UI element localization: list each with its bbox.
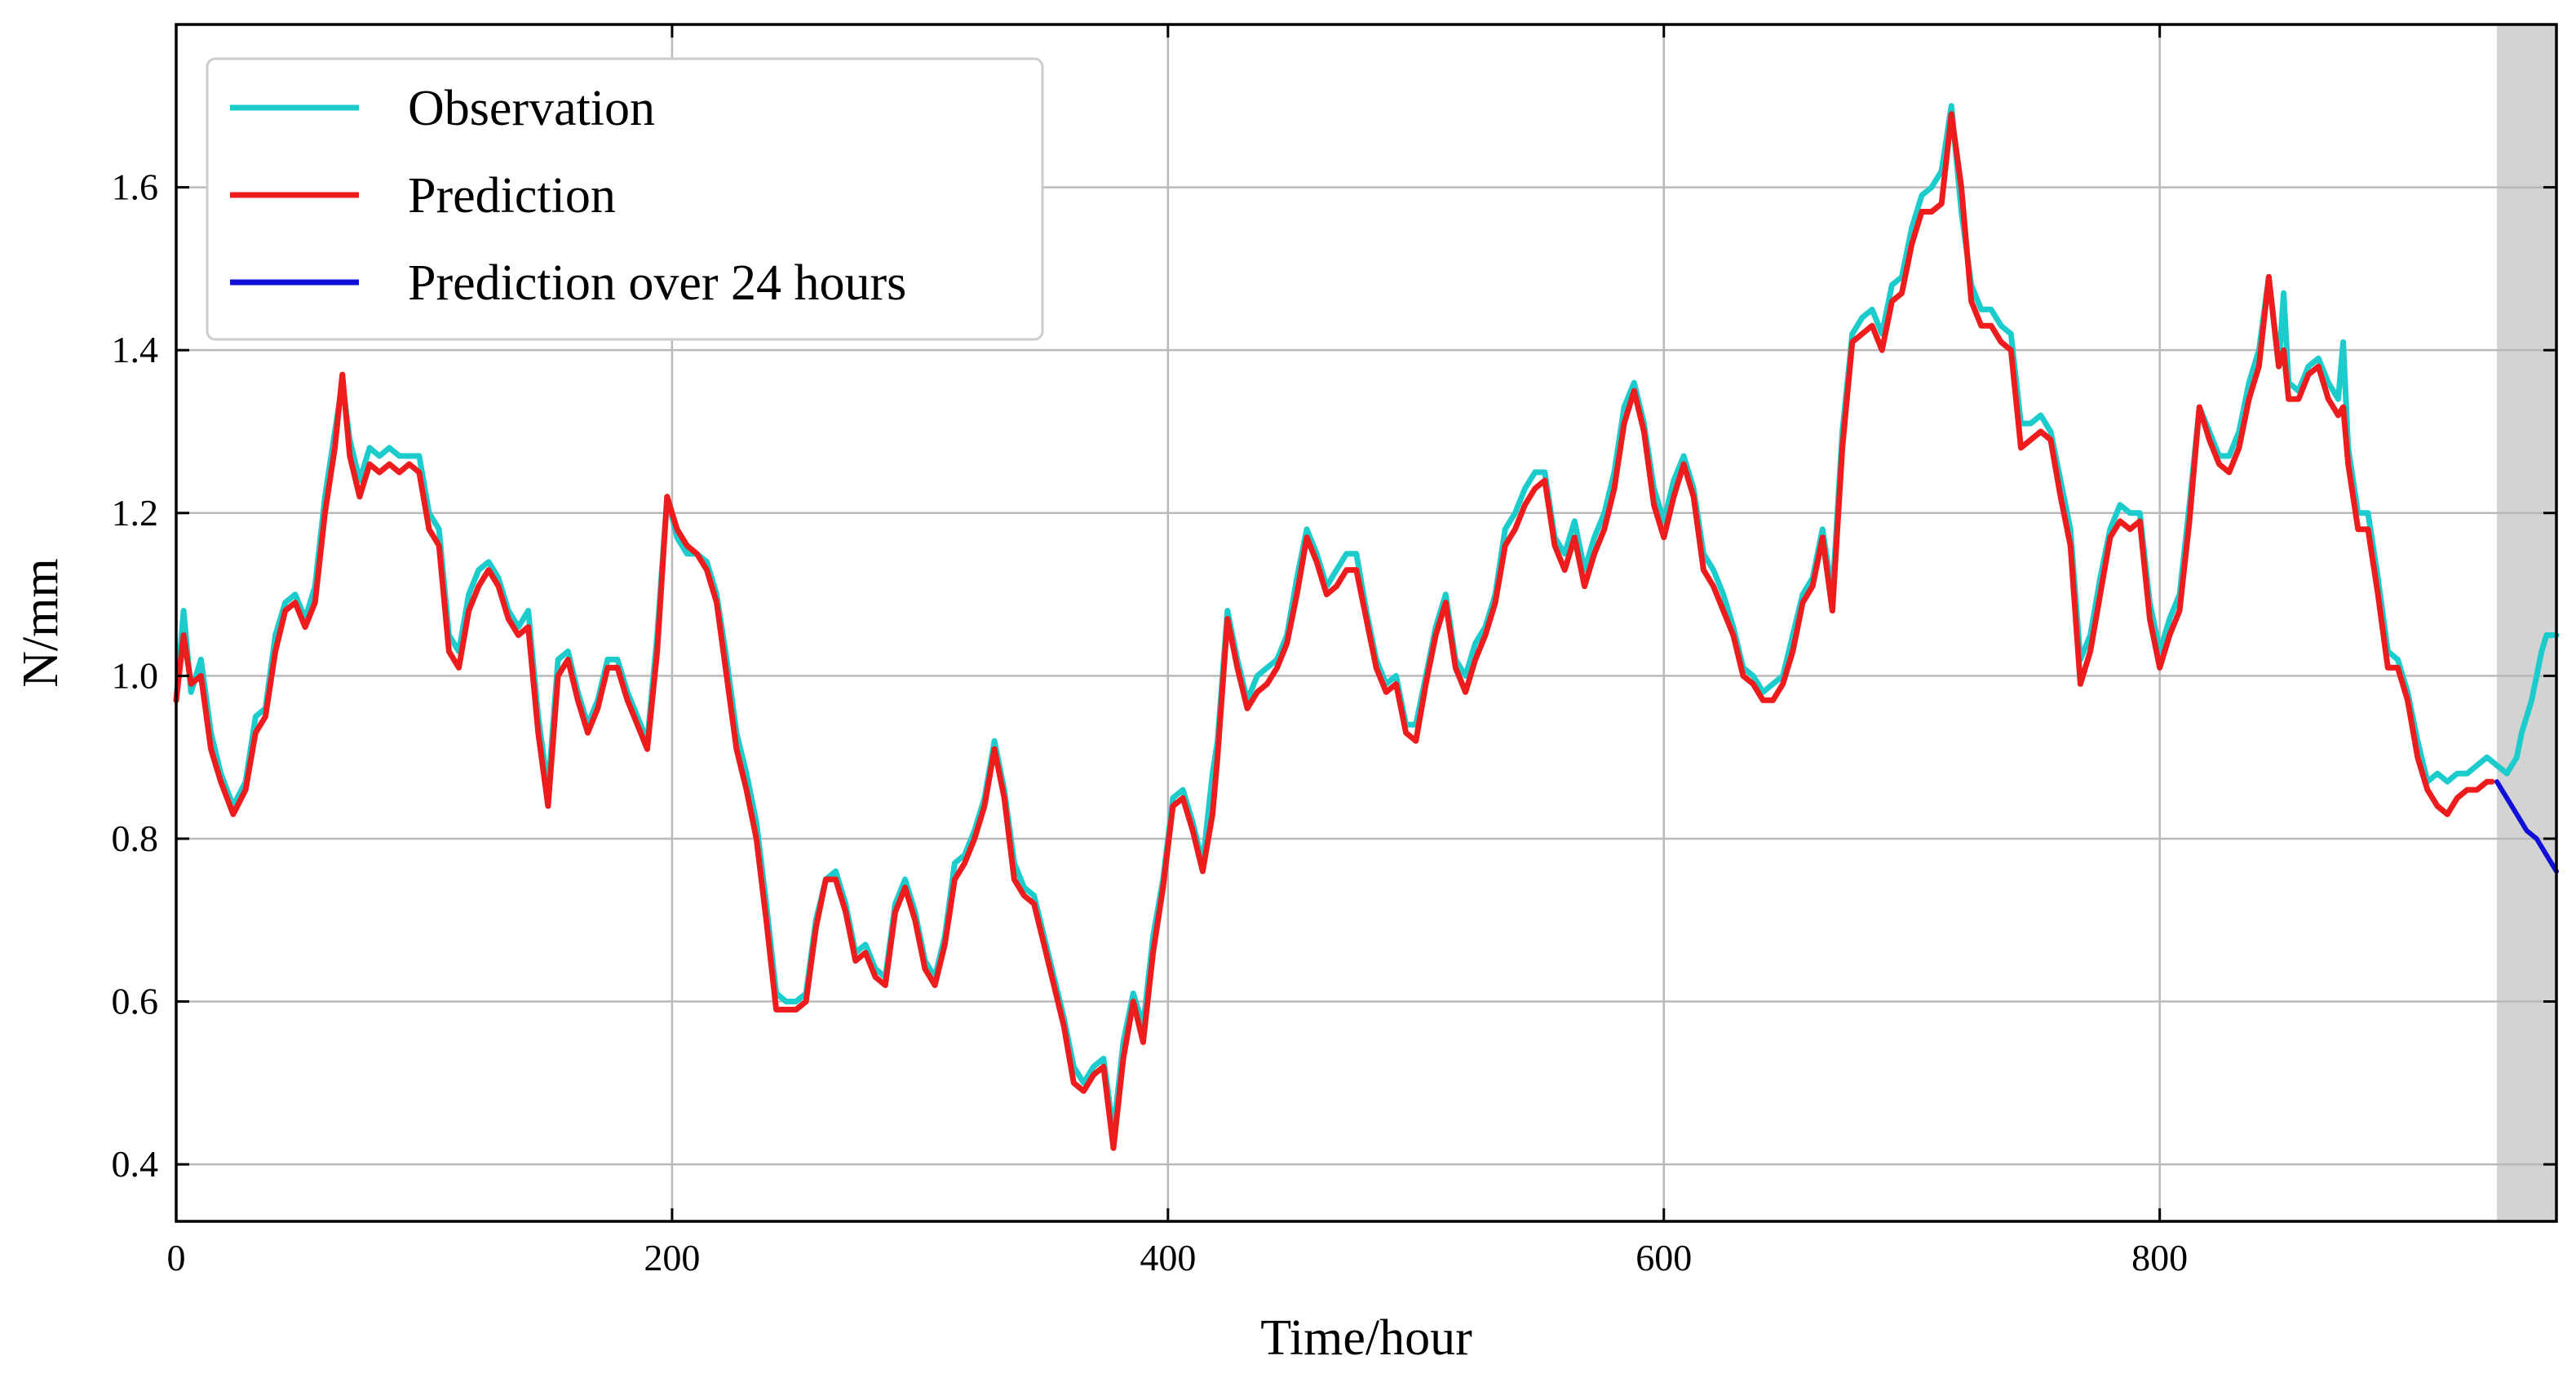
x-tick-label: 400	[1140, 1237, 1196, 1278]
y-tick-label: 1.2	[112, 492, 159, 534]
x-axis-title: Time/hour	[1260, 1310, 1472, 1366]
series-line-prediction-over-24-hours	[2494, 779, 2559, 874]
y-tick-label: 0.6	[112, 981, 159, 1022]
legend-label: Observation	[408, 81, 655, 136]
forecast-region	[2497, 24, 2556, 1221]
chart-root: 0 200 400 600 800 0.4 0.6 0.8 1.0 1.2 1.4 1.6 Time/h…	[13, 23, 2560, 1366]
x-tick-label: 200	[644, 1237, 700, 1278]
legend-label: Prediction over 24 hours	[408, 255, 906, 311]
y-tick-label: 0.8	[112, 817, 159, 859]
legend-box	[206, 57, 1044, 341]
legend: Observation Prediction Prediction over 24 …	[206, 57, 1044, 341]
y-tick-label: 1.6	[112, 166, 159, 208]
legend-label: Prediction	[408, 168, 616, 224]
y-tick-label: 1.0	[112, 654, 159, 696]
series-line-prediction	[173, 111, 2495, 1151]
plot-frame	[175, 23, 2558, 1223]
x-tick-label: 0	[167, 1237, 186, 1278]
y-axis-title: N/mm	[13, 558, 69, 687]
y-tick-label: 1.4	[112, 329, 159, 370]
x-tick-label: 800	[2131, 1237, 2188, 1278]
y-tick-label: 0.4	[112, 1143, 159, 1185]
x-tick-label: 600	[1635, 1237, 1692, 1278]
ticks: 0 200 400 600 800 0.4 0.6 0.8 1.0 1.2 1.4 1.6	[112, 24, 2556, 1278]
